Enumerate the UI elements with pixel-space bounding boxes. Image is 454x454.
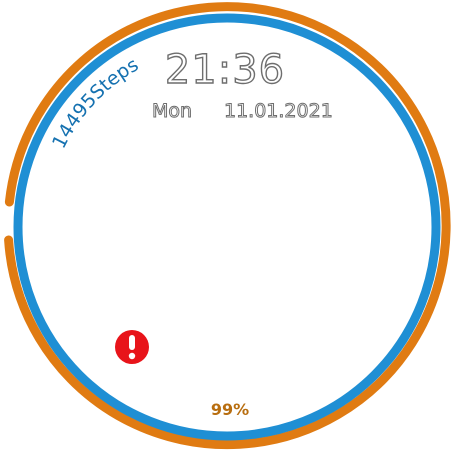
- day-of-week: Mon: [152, 99, 224, 123]
- date-value: 11.01.2021: [224, 100, 333, 122]
- exclamation-alert-icon[interactable]: [110, 325, 154, 369]
- clock-time: 21:36: [150, 46, 300, 94]
- battery-percent: 99%: [200, 399, 260, 421]
- date-display: Mon 11.01.2021: [152, 99, 333, 123]
